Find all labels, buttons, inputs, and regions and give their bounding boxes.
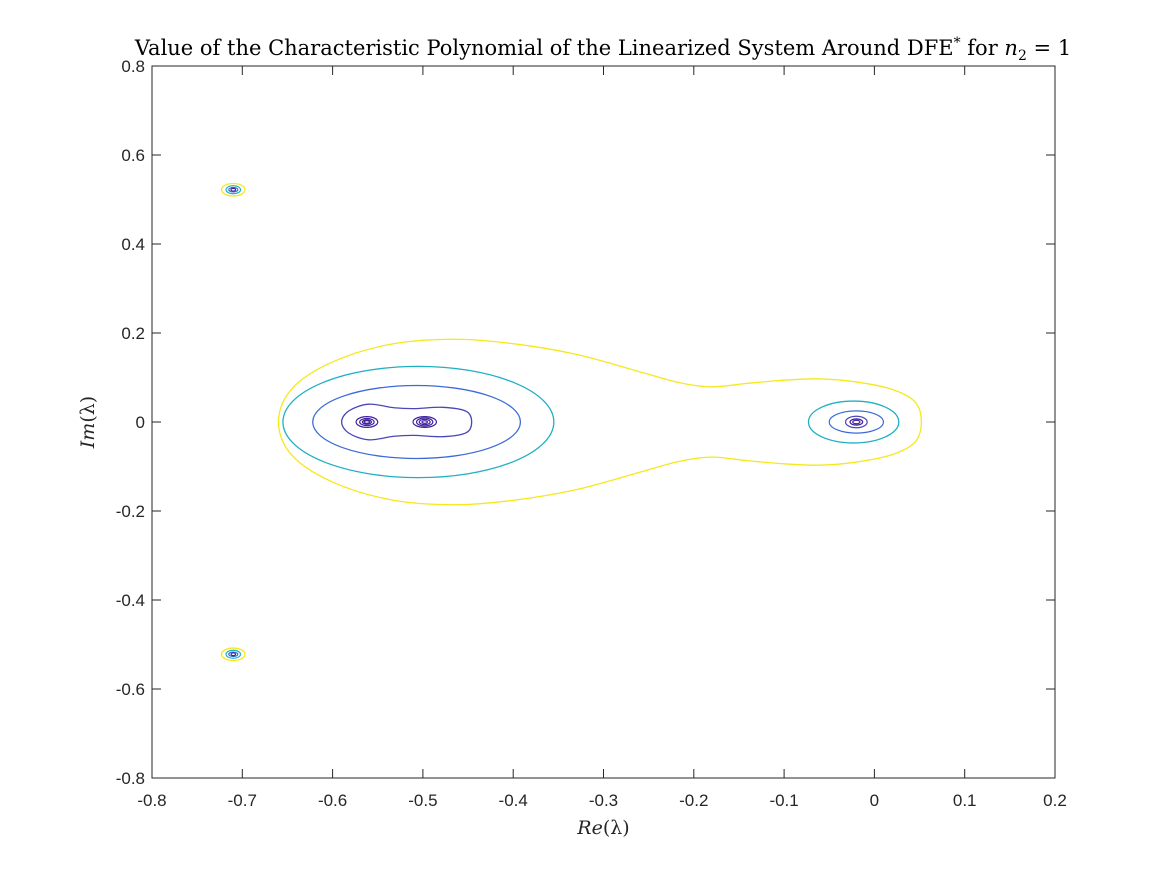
root-contour-ring <box>230 652 237 657</box>
title-suffix: for <box>961 36 1005 60</box>
x-tick-label: -0.3 <box>589 791 618 810</box>
y-tick-label: -0.8 <box>116 769 145 788</box>
root-contour-ring <box>228 651 239 658</box>
contour-lines <box>220 182 923 662</box>
title-equals: = 1 <box>1027 36 1071 60</box>
plot-area-box <box>151 65 1056 779</box>
x-tick-label: -0.8 <box>137 791 166 810</box>
root-contour-ring <box>849 418 864 426</box>
x-tick-label: -0.6 <box>318 791 347 810</box>
y-tick-label: 0 <box>136 413 145 432</box>
root-contour-ring <box>852 419 861 425</box>
y-tick-label: 0.2 <box>121 324 145 343</box>
root-rings <box>225 185 885 659</box>
root-contour-ring <box>828 410 885 434</box>
root-contour-ring <box>415 417 434 427</box>
y-tick-label: -0.6 <box>116 680 145 699</box>
contour-line-level-2 <box>340 403 473 441</box>
root-contour-ring <box>418 418 431 426</box>
root-contour-ring <box>412 416 438 428</box>
root-contour-ring <box>359 417 375 427</box>
y-tick-label: 0.6 <box>121 146 145 165</box>
x-tick-label: -0.7 <box>228 791 257 810</box>
title-superscript: * <box>954 35 961 51</box>
x-axis-label-lambda: (λ) <box>603 817 630 839</box>
root-contour-ring <box>421 420 429 424</box>
x-tick-label: -0.4 <box>499 791 528 810</box>
contour-line-level-3 <box>312 384 522 460</box>
root-contour-ring <box>228 186 239 193</box>
y-tick-label: -0.2 <box>116 502 145 521</box>
y-tick-label: 0.8 <box>121 57 145 76</box>
contour-line-level-4 <box>282 365 555 479</box>
x-axis-label-re: Re <box>576 817 603 839</box>
y-axis-label: Im(λ) <box>77 396 99 449</box>
root-contour-ring <box>225 185 242 195</box>
root-contour-ring <box>361 419 373 425</box>
root-contour-ring <box>225 649 242 659</box>
title-main: Value of the Characteristic Polynomial o… <box>134 36 954 60</box>
y-tick-label: -0.4 <box>116 591 145 610</box>
x-axis-ticks: -0.8 -0.7 -0.6 -0.5 -0.4 -0.3 -0.2 -0.1 0 0.1 0.2 <box>137 66 1067 810</box>
chart-title: Value of the Characteristic Polynomial o… <box>134 35 1071 64</box>
y-tick-label: 0.4 <box>121 235 145 254</box>
x-axis-label: Re(λ) <box>576 817 629 839</box>
y-axis-label-im: Im <box>77 423 99 450</box>
contour-line-level-4 <box>807 400 900 444</box>
contour-line-level-5 <box>277 338 923 506</box>
root-contour-ring <box>363 420 371 424</box>
root-contour-ring <box>355 416 379 428</box>
x-tick-label: 0.2 <box>1043 791 1067 810</box>
contour-line-level-5 <box>220 182 246 197</box>
root-contour-ring <box>230 187 237 192</box>
contour-line-level-5 <box>220 647 246 662</box>
title-variable-subscript: 2 <box>1018 48 1027 64</box>
x-tick-label: -0.2 <box>679 791 708 810</box>
root-contour-ring <box>844 415 868 429</box>
x-tick-label: 0.1 <box>953 791 977 810</box>
title-variable: n <box>1004 36 1018 60</box>
y-axis-label-lambda: (λ) <box>77 396 99 423</box>
x-tick-label: 0 <box>870 791 879 810</box>
y-axis-ticks: -0.8 -0.6 -0.4 -0.2 0 0.2 0.4 0.6 0.8 <box>116 57 1055 788</box>
x-tick-label: -0.5 <box>408 791 437 810</box>
x-tick-label: -0.1 <box>769 791 798 810</box>
